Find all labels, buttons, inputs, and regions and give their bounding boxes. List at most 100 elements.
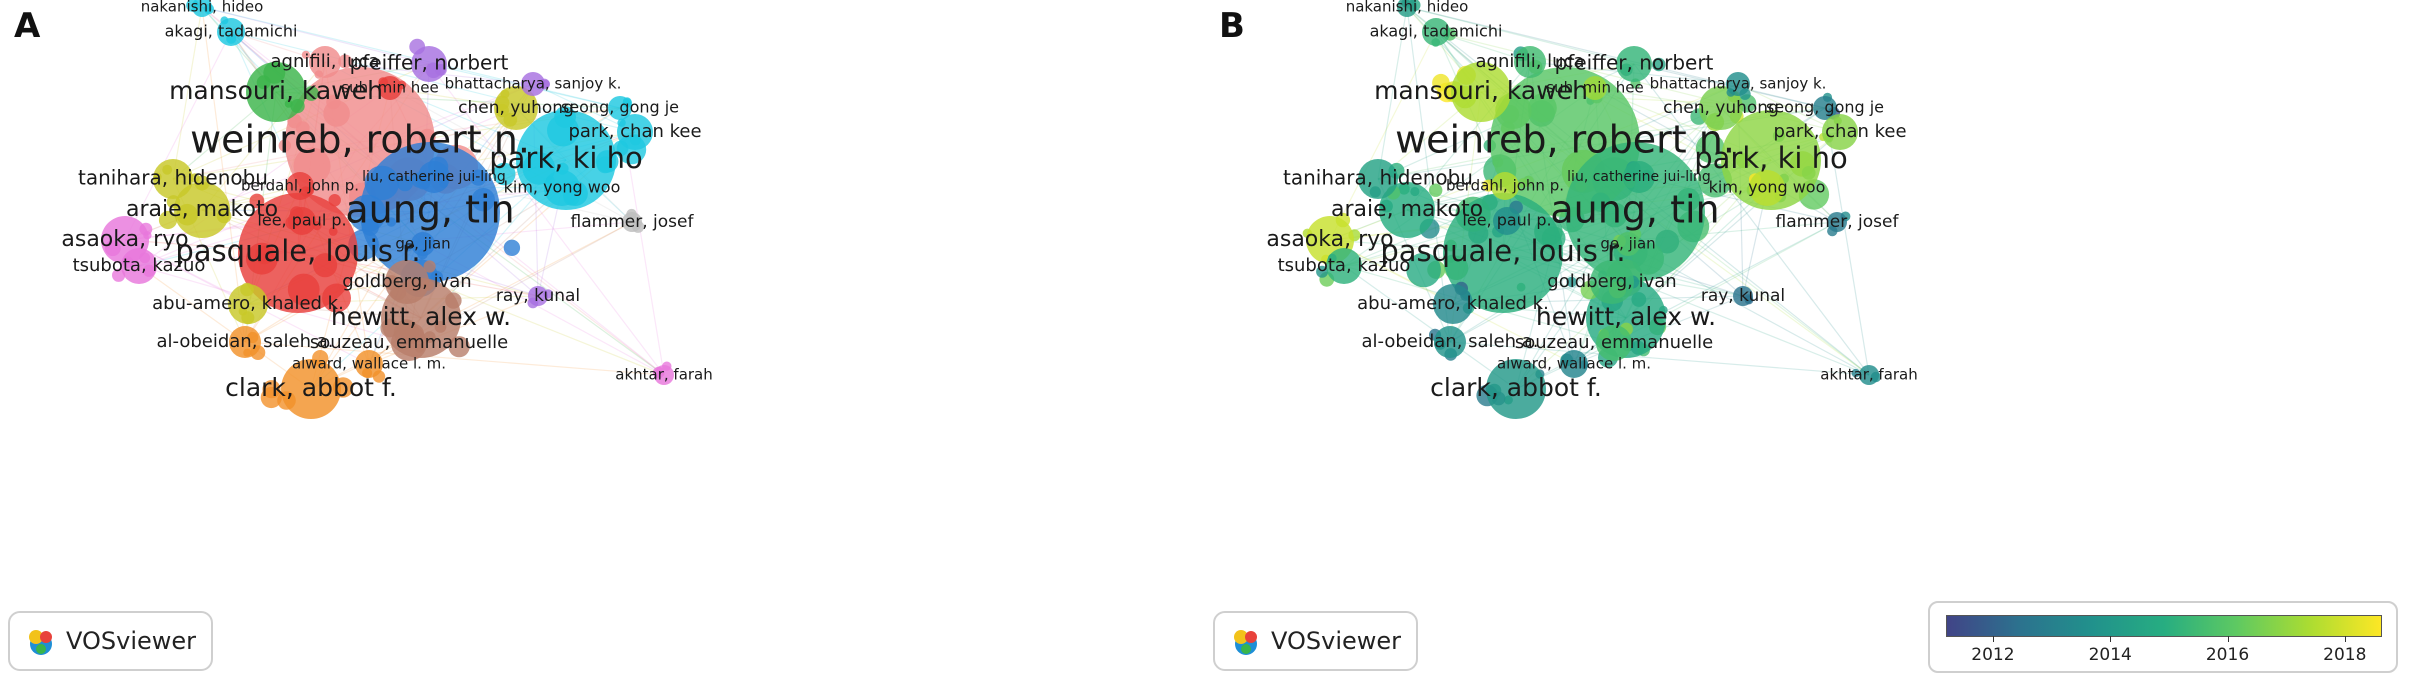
author-node[interactable] xyxy=(1451,62,1511,122)
author-node[interactable] xyxy=(238,193,358,313)
collaboration-link xyxy=(1633,63,1870,376)
author-node[interactable] xyxy=(228,284,268,324)
coauthor-bubble xyxy=(492,162,516,186)
author-label: suh, min hee xyxy=(341,79,438,97)
author-node[interactable] xyxy=(622,212,642,232)
author-label: kim, yong woo xyxy=(1709,178,1826,197)
author-node[interactable] xyxy=(286,172,314,200)
author-node[interactable] xyxy=(1493,207,1521,235)
author-node[interactable] xyxy=(309,46,341,78)
author-node[interactable] xyxy=(121,248,157,284)
author-node[interactable] xyxy=(355,350,383,378)
author-node[interactable] xyxy=(521,72,545,96)
collaboration-link xyxy=(138,265,312,390)
author-node[interactable] xyxy=(411,46,447,82)
author-node[interactable] xyxy=(1699,86,1743,130)
author-label: hewitt, alex w. xyxy=(331,302,511,331)
coauthor-bubble xyxy=(1518,178,1528,188)
collaboration-link xyxy=(428,63,665,376)
coauthor-bubble xyxy=(1566,276,1577,288)
author-label: liu, catherine jui-ling xyxy=(362,169,506,185)
author-node[interactable] xyxy=(1433,284,1473,324)
author-node[interactable] xyxy=(288,207,316,235)
author-node[interactable] xyxy=(1721,110,1821,210)
author-node[interactable] xyxy=(378,76,402,100)
author-node[interactable] xyxy=(217,18,245,46)
author-nodes xyxy=(101,0,674,419)
author-node[interactable] xyxy=(1596,325,1632,361)
author-node[interactable] xyxy=(1733,286,1753,306)
author-node[interactable] xyxy=(1358,159,1398,199)
author-label: flammer, josef xyxy=(1776,212,1900,232)
author-node[interactable] xyxy=(192,0,212,17)
coauthor-bubble xyxy=(403,242,413,252)
author-label: ge, jian xyxy=(395,235,450,253)
author-node[interactable] xyxy=(1514,46,1546,78)
author-node[interactable] xyxy=(617,114,653,150)
author-node[interactable] xyxy=(1859,365,1879,385)
author-label: berdahl, john p. xyxy=(1446,177,1564,195)
author-node[interactable] xyxy=(516,110,616,210)
author-node[interactable] xyxy=(1491,172,1519,200)
author-node[interactable] xyxy=(1813,96,1837,120)
author-node[interactable] xyxy=(1434,326,1466,358)
panel-letter-b: B xyxy=(1219,6,1245,46)
author-node[interactable] xyxy=(494,86,538,130)
vosviewer-label: VOSviewer xyxy=(66,627,197,655)
author-node[interactable] xyxy=(1827,212,1847,232)
colorbar-gradient xyxy=(1946,615,2382,637)
author-node[interactable] xyxy=(411,232,435,256)
author-node[interactable] xyxy=(174,182,230,238)
author-node[interactable] xyxy=(1616,232,1640,256)
colorbar-tick-label: 2014 xyxy=(2088,645,2132,665)
author-node[interactable] xyxy=(1616,46,1652,82)
coauthor-bubble xyxy=(112,268,126,282)
author-node[interactable] xyxy=(1397,0,1417,17)
author-node[interactable] xyxy=(1822,114,1858,150)
author-label: akhtar, farah xyxy=(615,366,713,384)
author-node[interactable] xyxy=(544,170,580,206)
author-label: weinreb, robert n. xyxy=(1395,118,1735,162)
author-node[interactable] xyxy=(1565,142,1705,282)
coauthor-bubble xyxy=(304,86,319,101)
vosviewer-label: VOSviewer xyxy=(1271,627,1402,655)
coauthor-bubble xyxy=(249,193,265,209)
author-label: lee, paul p. xyxy=(1462,211,1551,230)
author-node[interactable] xyxy=(281,359,341,419)
author-label: clark, abbot f. xyxy=(225,373,397,402)
author-node[interactable] xyxy=(385,260,429,304)
author-label: al-obeidan, saleh a. xyxy=(1361,331,1538,352)
author-node[interactable] xyxy=(360,142,500,282)
author-label: asaoka, ryo xyxy=(61,227,188,252)
author-node[interactable] xyxy=(1422,18,1450,46)
author-node[interactable] xyxy=(1623,161,1655,193)
coauthor-bubble xyxy=(1695,134,1725,163)
author-node[interactable] xyxy=(1560,350,1588,378)
collaboration-link xyxy=(172,6,203,180)
coauthor-bubble xyxy=(260,386,282,409)
author-node[interactable] xyxy=(153,159,193,199)
author-label: ray, kunal xyxy=(496,286,580,306)
author-node[interactable] xyxy=(418,161,450,193)
author-node[interactable] xyxy=(608,96,632,120)
author-node[interactable] xyxy=(1749,170,1785,206)
author-node[interactable] xyxy=(1583,76,1607,100)
author-label: park, chan kee xyxy=(568,121,701,142)
author-node[interactable] xyxy=(1590,260,1634,304)
author-node[interactable] xyxy=(229,326,261,358)
author-label: tanihara, hidenobu xyxy=(1283,166,1473,190)
author-label: pasquale, louis r. xyxy=(1380,234,1625,268)
coauthor-bubble xyxy=(1652,57,1666,72)
author-node[interactable] xyxy=(1443,193,1563,313)
author-node[interactable] xyxy=(528,286,548,306)
author-node[interactable] xyxy=(246,62,306,122)
author-node[interactable] xyxy=(1726,72,1750,96)
colorbar-tick-label: 2018 xyxy=(2323,645,2367,665)
author-label: akagi, tadamichi xyxy=(165,22,298,41)
panel-b: weinreb, robert n. aung, tin park, ki ho pa… xyxy=(1205,0,2410,679)
author-node[interactable] xyxy=(1486,359,1546,419)
author-node[interactable] xyxy=(1326,248,1362,284)
author-node[interactable] xyxy=(654,365,674,385)
collaboration-link xyxy=(1406,6,1826,109)
author-node[interactable] xyxy=(391,325,427,361)
